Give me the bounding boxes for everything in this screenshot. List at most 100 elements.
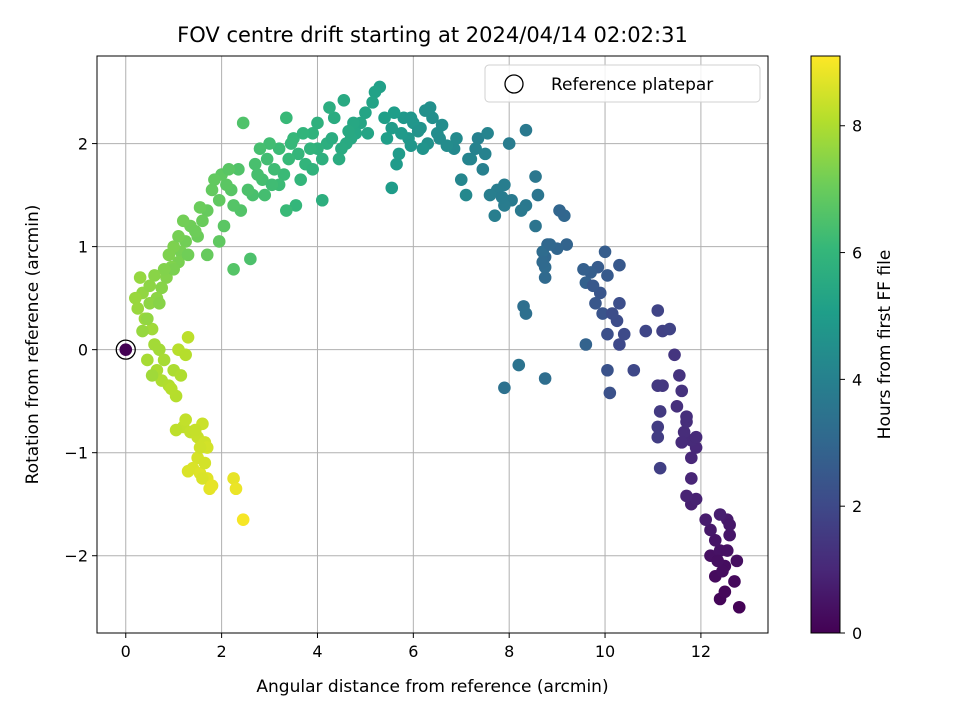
scatter-point: [708, 533, 722, 547]
scatter-point: [289, 199, 303, 212]
scatter-point: [680, 489, 693, 503]
scatter-point: [181, 464, 195, 478]
scatter-point: [280, 111, 293, 125]
scatter-point: [169, 423, 183, 437]
scatter-point: [519, 123, 533, 137]
legend-marker-icon: [504, 74, 524, 94]
scatter-point: [157, 353, 171, 367]
scatter-point: [435, 118, 449, 132]
scatter-point: [141, 353, 154, 367]
scatter-point: [553, 204, 566, 217]
scatter-point: [478, 147, 492, 161]
scatter-point: [675, 384, 689, 398]
scatter-point: [577, 262, 590, 276]
x-tick-label: 10: [595, 642, 615, 661]
scatter-point: [685, 451, 698, 465]
scatter-point: [613, 296, 626, 310]
x-tick-label: 0: [121, 642, 131, 661]
scatter-point: [392, 147, 406, 161]
scatter-point: [260, 152, 274, 166]
scatter-point: [198, 456, 212, 470]
colorbar: 0 2 4 6 8 Hours from first FF file: [810, 55, 895, 643]
scatter-point: [404, 139, 418, 152]
scatter-point: [462, 152, 475, 166]
scatter-point: [560, 238, 573, 251]
scatter-point: [387, 106, 401, 119]
scatter-point: [236, 513, 250, 526]
scatter-point: [390, 157, 403, 171]
x-axis-label: Angular distance from reference (arcmin): [256, 677, 608, 697]
y-tick-label: 0: [78, 341, 88, 360]
scatter-point: [196, 214, 209, 228]
scatter-point: [699, 513, 712, 526]
scatter-point: [155, 281, 169, 295]
scatter-point: [294, 173, 307, 186]
scatter-point: [282, 152, 296, 166]
scatter-point: [212, 193, 226, 207]
scatter-point: [639, 324, 653, 338]
y-axis-label: Rotation from reference (arcmin): [23, 205, 43, 485]
scatter-point: [720, 544, 734, 557]
scatter-point: [670, 400, 684, 413]
x-axis-ticks: 0 2 4 6 8 10 12: [121, 633, 711, 661]
scatter-point: [704, 523, 717, 537]
scatter-point: [598, 245, 612, 259]
scatter-point: [311, 116, 324, 130]
scatter-point: [145, 369, 159, 382]
scatter-point: [689, 430, 703, 444]
scatter-point: [129, 291, 142, 305]
scatter-point: [361, 126, 375, 140]
scatter-point: [488, 209, 502, 223]
scatter-point: [303, 142, 317, 156]
scatter-point: [153, 296, 166, 310]
scatter-point: [471, 132, 485, 145]
scatter-point: [689, 492, 703, 506]
scatter-point: [133, 271, 147, 284]
scatter-point: [685, 472, 698, 485]
scatter-point: [601, 327, 614, 341]
scatter-point: [730, 554, 744, 568]
scatter-point: [268, 163, 281, 176]
scatter-point: [653, 461, 667, 475]
scatter-point: [728, 575, 741, 588]
scatter-point: [327, 111, 341, 125]
scatter-point: [713, 508, 727, 521]
colorbar-tick-label: 0: [852, 624, 862, 643]
scatter-point: [651, 304, 665, 317]
scatter-point: [181, 248, 195, 262]
reference-ring: [115, 339, 136, 360]
scatter-point: [179, 348, 192, 362]
scatter-point: [315, 152, 329, 166]
scatter-point: [200, 248, 214, 262]
scatter-point: [716, 564, 729, 578]
scatter-point: [519, 307, 533, 320]
scatter-point: [653, 405, 667, 418]
scatter-point: [306, 126, 319, 140]
scatter-point: [205, 183, 219, 197]
scatter-point: [675, 436, 689, 449]
scatter-point: [531, 188, 545, 202]
scatter-point: [248, 157, 262, 171]
scatter-point: [366, 96, 379, 109]
scatter-point: [323, 101, 336, 114]
scatter-point: [668, 348, 681, 362]
scatter-point: [538, 372, 552, 385]
scatter-point: [359, 106, 372, 119]
scatter-point: [232, 163, 245, 176]
scatter-point: [265, 178, 279, 192]
scatter-point: [368, 85, 382, 99]
scatter-point: [663, 322, 677, 336]
scatter-point: [677, 425, 691, 439]
scatter-point: [244, 252, 257, 266]
scatter-point: [411, 124, 425, 138]
scatter-point: [617, 327, 631, 341]
plot-frame: [96, 55, 769, 634]
scatter-point: [380, 132, 394, 145]
scatter-point: [538, 271, 552, 284]
scatter-point: [419, 104, 432, 117]
x-tick-label: 12: [691, 642, 711, 661]
scatter-point: [335, 142, 348, 156]
y-axis-ticks: −2 −1 0 1 2: [64, 135, 97, 566]
x-tick-label: 4: [312, 642, 322, 661]
